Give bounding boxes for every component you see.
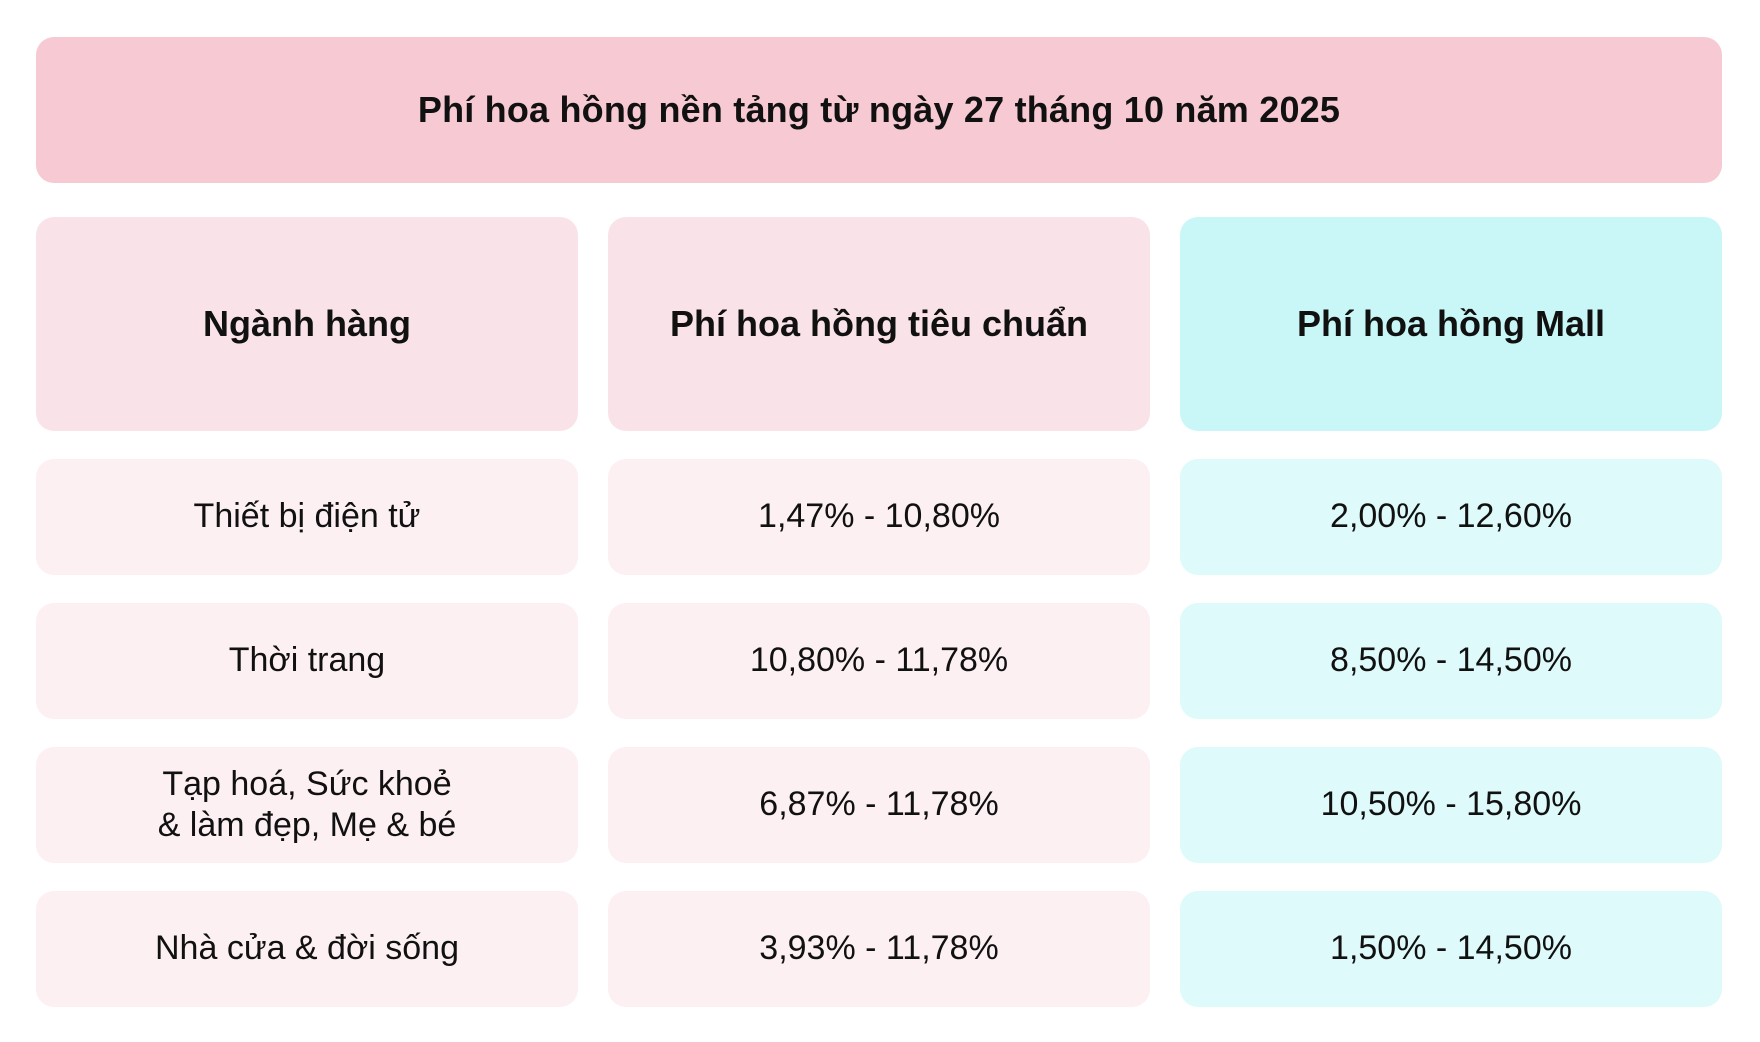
commission-fee-table: Ngành hàng Phí hoa hồng tiêu chuẩn Phí h… <box>36 217 1722 1007</box>
row4-standard-fee-cell: 3,93% - 11,78% <box>608 891 1150 1007</box>
row1-category-cell: Thiết bị điện tử <box>36 459 578 575</box>
row3-mall-fee-cell: 10,50% - 15,80% <box>1180 747 1722 863</box>
row4-category-cell: Nhà cửa & đời sống <box>36 891 578 1007</box>
row1-standard-fee-cell: 1,47% - 10,80% <box>608 459 1150 575</box>
column-header-standard-fee: Phí hoa hồng tiêu chuẩn <box>608 217 1150 431</box>
row2-standard-fee-cell: 10,80% - 11,78% <box>608 603 1150 719</box>
column-header-mall-fee: Phí hoa hồng Mall <box>1180 217 1722 431</box>
row3-category-cell: Tạp hoá, Sức khoẻ & làm đẹp, Mẹ & bé <box>36 747 578 863</box>
row4-mall-fee-cell: 1,50% - 14,50% <box>1180 891 1722 1007</box>
page-title: Phí hoa hồng nền tảng từ ngày 27 tháng 1… <box>417 89 1341 130</box>
column-header-category: Ngành hàng <box>36 217 578 431</box>
row1-mall-fee-cell: 2,00% - 12,60% <box>1180 459 1722 575</box>
row2-mall-fee-cell: 8,50% - 14,50% <box>1180 603 1722 719</box>
title-banner: Phí hoa hồng nền tảng từ ngày 27 tháng 1… <box>36 37 1722 183</box>
row2-category-cell: Thời trang <box>36 603 578 719</box>
row3-standard-fee-cell: 6,87% - 11,78% <box>608 747 1150 863</box>
